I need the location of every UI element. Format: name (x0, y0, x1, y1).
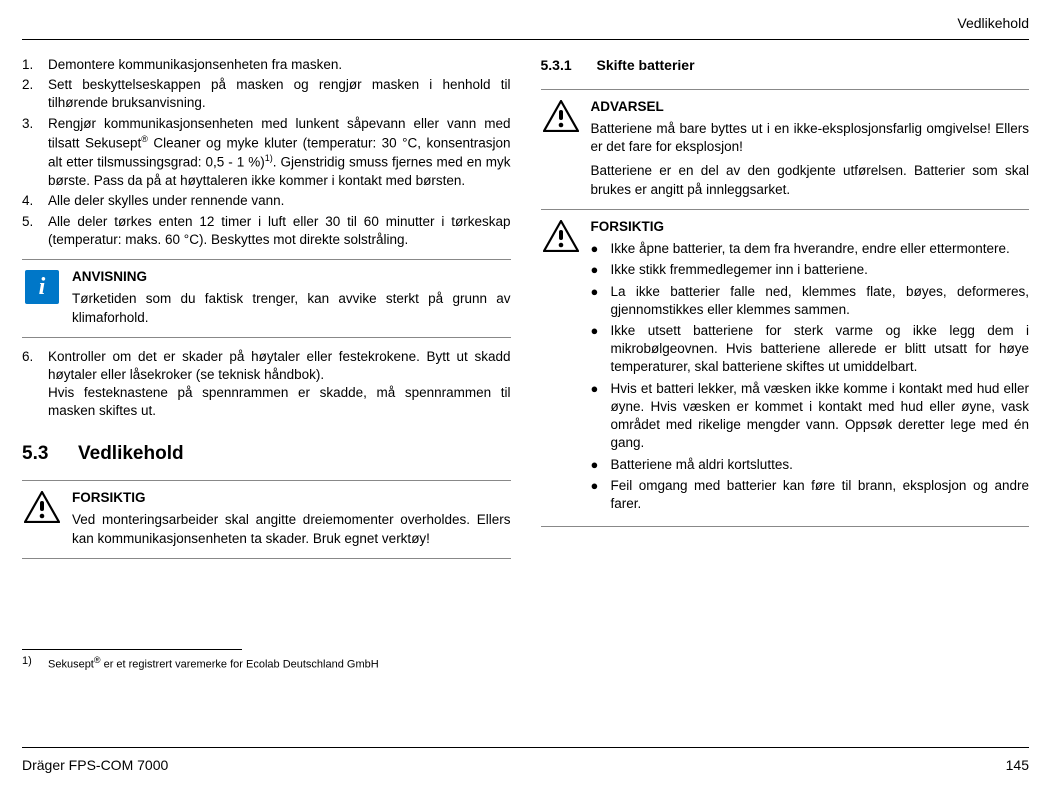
bullet-item: ●Hvis et batteri lekker, må væsken ikke … (591, 380, 1030, 453)
bullet-text: Ikke stikk fremmedlegemer inn i batterie… (611, 261, 1030, 279)
bullet-dot: ● (591, 456, 611, 474)
list-item: 6. Kontroller om det er skader på høytal… (22, 348, 511, 421)
bullet-item: ●Feil omgang med batterier kan føre til … (591, 477, 1030, 513)
bullet-dot: ● (591, 477, 611, 513)
list-text: Rengjør kommunikasjonsenheten med lunken… (48, 115, 511, 191)
subsection-num: 5.3.1 (541, 56, 597, 75)
list-item: 5.Alle deler tørkes enten 12 timer i luf… (22, 213, 511, 249)
list-text-a: Kontroller om det er skader på høytaler … (48, 349, 511, 382)
forsiktig-notice-right: FORSIKTIG ●Ikke åpne batterier, ta dem f… (541, 210, 1030, 527)
forsiktig-text: Ved monteringsarbeider skal angitte drei… (72, 511, 511, 547)
bullet-text: Batteriene må aldri kortsluttes. (611, 456, 1030, 474)
warning-triangle-icon (543, 100, 579, 132)
list-text: Kontroller om det er skader på høytaler … (48, 348, 511, 421)
footnote-num: 1) (22, 654, 48, 673)
list-text: Alle deler skylles under rennende vann. (48, 192, 511, 210)
forsiktig-body: FORSIKTIG Ved monteringsarbeider skal an… (72, 489, 511, 548)
section-heading: 5.3 Vedlikehold (22, 441, 511, 467)
advarsel-body: ADVARSEL Batteriene må bare byttes ut i … (591, 98, 1030, 199)
warning-icon (541, 98, 581, 199)
forsiktig-notice-left: FORSIKTIG Ved monteringsarbeider skal an… (22, 480, 511, 559)
anvisning-title: ANVISNING (72, 268, 511, 286)
forsiktig-title: FORSIKTIG (72, 489, 511, 507)
forsiktig-title: FORSIKTIG (591, 218, 1030, 236)
bullet-text: Ikke utsett batteriene for sterk varme o… (611, 322, 1030, 377)
bullet-item: ●Ikke stikk fremmedlegemer inn i batteri… (591, 261, 1030, 279)
list-num: 6. (22, 348, 48, 421)
bullet-item: ●Ikke åpne batterier, ta dem fra hverand… (591, 240, 1030, 258)
list-text-b: Hvis festeknastene på spennrammen er ska… (48, 385, 511, 418)
footer-page: 145 (1006, 756, 1029, 775)
info-icon-glyph: i (25, 270, 59, 304)
section-num: 5.3 (22, 441, 78, 467)
bullet-dot: ● (591, 283, 611, 319)
page-footer: Dräger FPS-COM 7000 145 (22, 747, 1029, 775)
list-text: Alle deler tørkes enten 12 timer i luft … (48, 213, 511, 249)
subsection-title: Skifte batterier (597, 56, 695, 75)
list-num: 2. (22, 76, 48, 112)
numbered-list: 1.Demontere kommunikasjonsenheten fra ma… (22, 56, 511, 249)
info-icon: i (22, 268, 62, 327)
advarsel-title: ADVARSEL (591, 98, 1030, 116)
advarsel-p2: Batteriene er en del av den godkjente ut… (591, 162, 1030, 198)
warning-icon (22, 489, 62, 548)
list-text: Demontere kommunikasjonsenheten fra mask… (48, 56, 511, 74)
bullet-dot: ● (591, 380, 611, 453)
list-item: 2.Sett beskyttelseskappen på masken og r… (22, 76, 511, 112)
bullet-text: La ikke batterier falle ned, klemmes fla… (611, 283, 1030, 319)
content-columns: 1.Demontere kommunikasjonsenheten fra ma… (22, 56, 1029, 673)
bullet-text: Feil omgang med batterier kan føre til b… (611, 477, 1030, 513)
bullet-item: ●Batteriene må aldri kortsluttes. (591, 456, 1030, 474)
right-column: 5.3.1 Skifte batterier ADVARSEL Batterie… (541, 56, 1030, 673)
subsection-heading: 5.3.1 Skifte batterier (541, 56, 1030, 75)
list-item: 1.Demontere kommunikasjonsenheten fra ma… (22, 56, 511, 74)
advarsel-p1: Batteriene må bare byttes ut i en ikke-e… (591, 120, 1030, 156)
anvisning-notice: i ANVISNING Tørketiden som du faktisk tr… (22, 259, 511, 338)
anvisning-text: Tørketiden som du faktisk trenger, kan a… (72, 290, 511, 326)
list-text: Sett beskyttelseskappen på masken og ren… (48, 76, 511, 112)
footnote-rule (22, 649, 242, 650)
footnote-text: Sekusept® er et registrert varemerke for… (48, 654, 379, 673)
left-column: 1.Demontere kommunikasjonsenheten fra ma… (22, 56, 511, 673)
bullet-text: Ikke åpne batterier, ta dem fra hverandr… (611, 240, 1030, 258)
warning-triangle-icon (543, 220, 579, 252)
bullet-item: ●La ikke batterier falle ned, klemmes fl… (591, 283, 1030, 319)
footnote: 1) Sekusept® er et registrert varemerke … (22, 654, 511, 673)
bullet-dot: ● (591, 261, 611, 279)
list-num: 3. (22, 115, 48, 191)
bullet-item: ●Ikke utsett batteriene for sterk varme … (591, 322, 1030, 377)
warning-icon (541, 218, 581, 516)
list-num: 4. (22, 192, 48, 210)
anvisning-body: ANVISNING Tørketiden som du faktisk tren… (72, 268, 511, 327)
bullet-list: ●Ikke åpne batterier, ta dem fra hverand… (591, 240, 1030, 513)
list-item: 3.Rengjør kommunikasjonsenheten med lunk… (22, 115, 511, 191)
forsiktig-body: FORSIKTIG ●Ikke åpne batterier, ta dem f… (591, 218, 1030, 516)
numbered-list-cont: 6. Kontroller om det er skader på høytal… (22, 348, 511, 421)
advarsel-notice: ADVARSEL Batteriene må bare byttes ut i … (541, 89, 1030, 210)
section-title: Vedlikehold (78, 441, 184, 467)
bullet-dot: ● (591, 240, 611, 258)
list-item: 4.Alle deler skylles under rennende vann… (22, 192, 511, 210)
warning-triangle-icon (24, 491, 60, 523)
header-title: Vedlikehold (22, 14, 1029, 40)
footer-product: Dräger FPS-COM 7000 (22, 756, 168, 775)
bullet-dot: ● (591, 322, 611, 377)
list-num: 5. (22, 213, 48, 249)
bullet-text: Hvis et batteri lekker, må væsken ikke k… (611, 380, 1030, 453)
list-num: 1. (22, 56, 48, 74)
